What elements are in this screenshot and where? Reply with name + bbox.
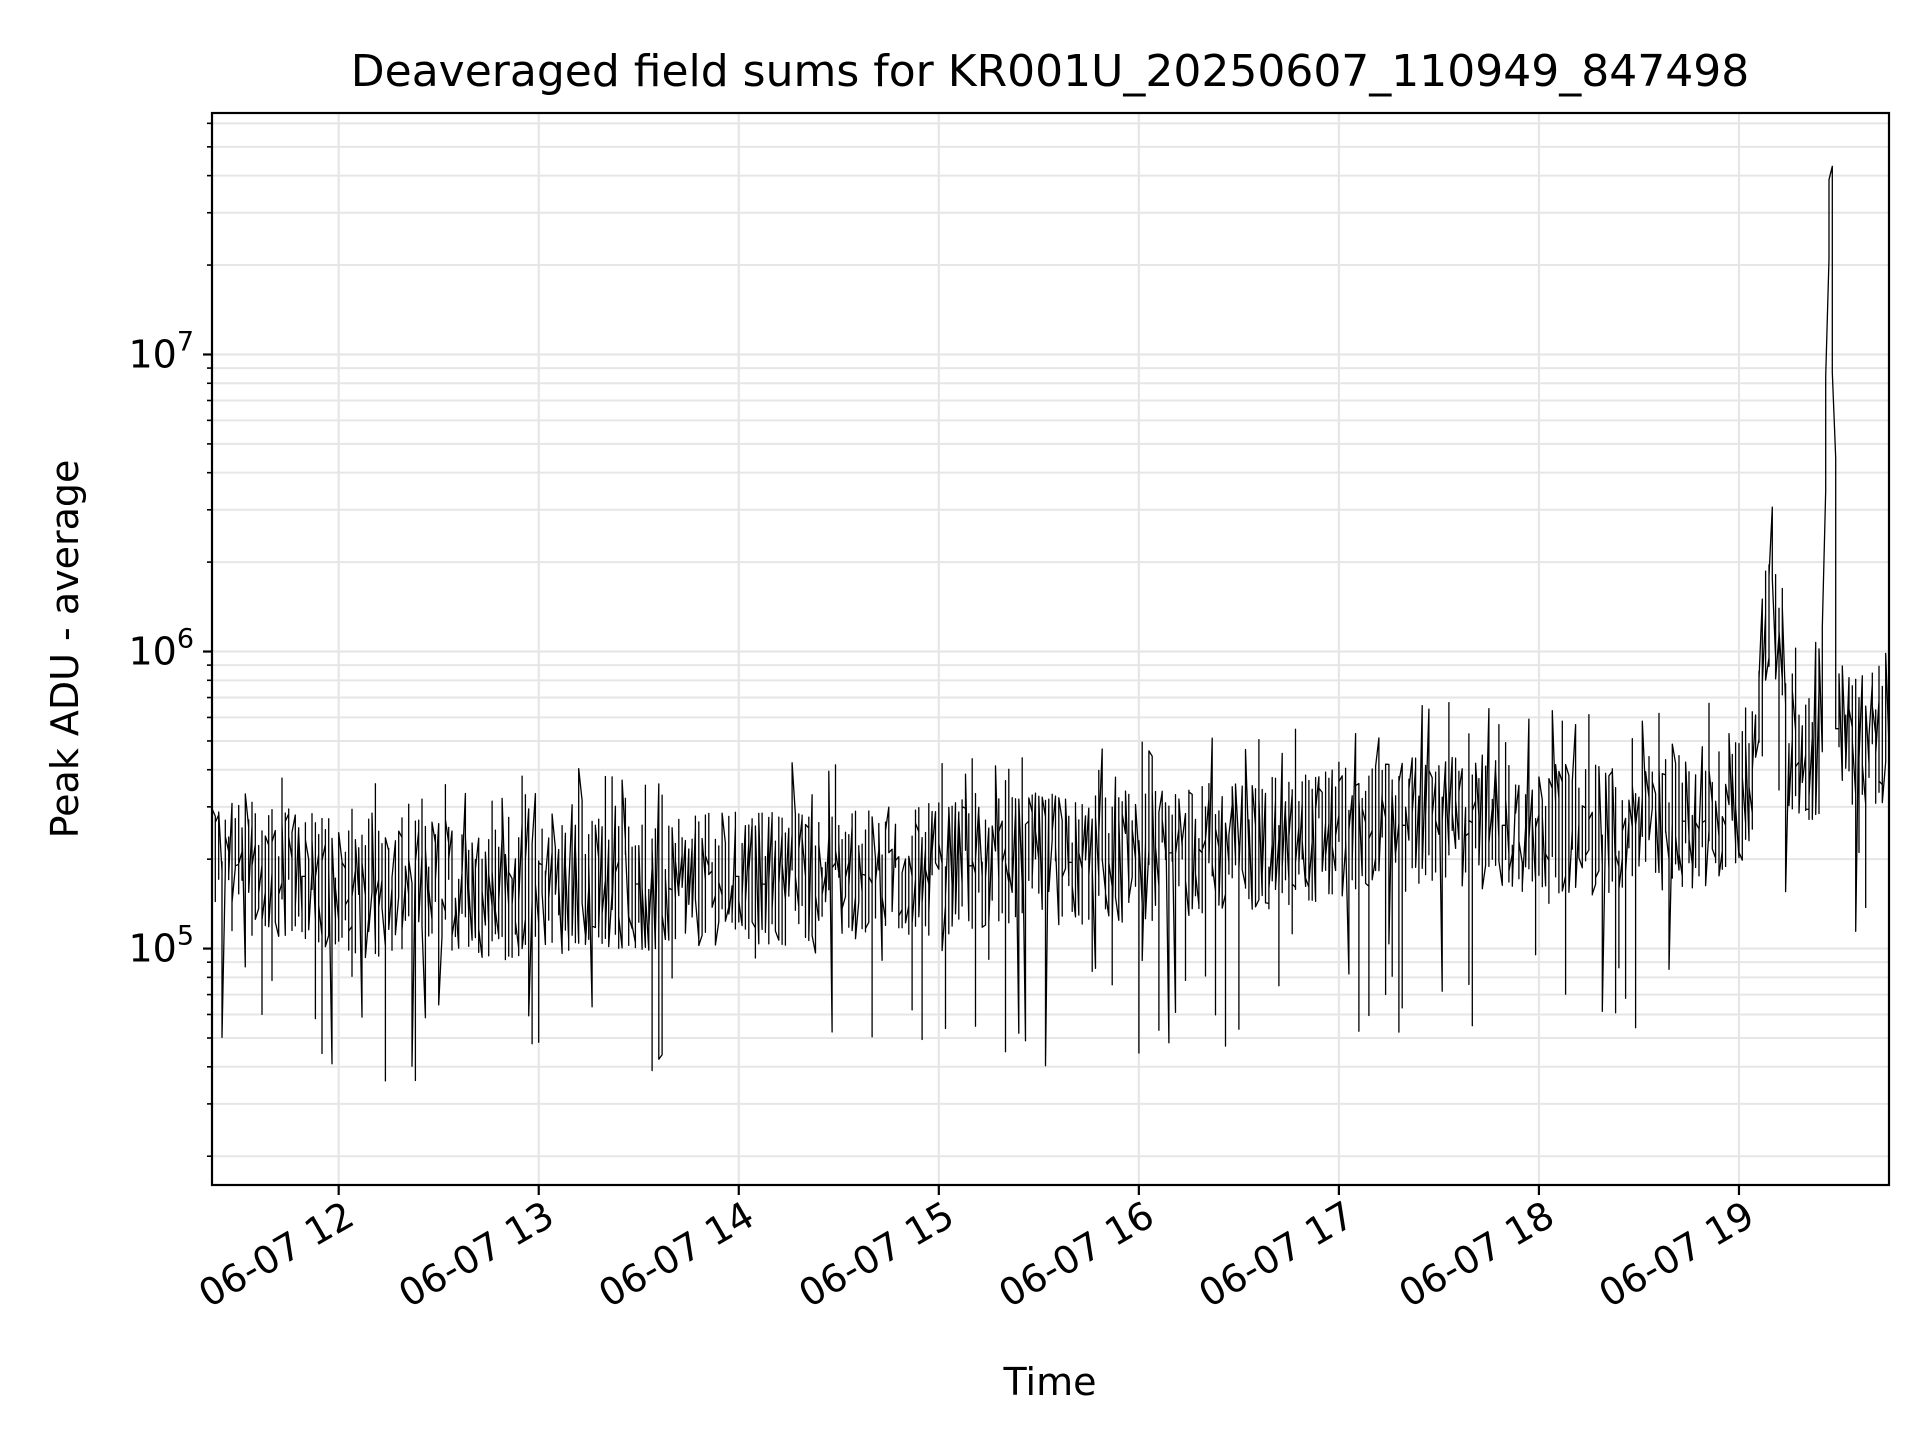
x-axis-label: Time	[1003, 1360, 1097, 1404]
plot-frame	[210, 111, 1891, 1187]
y-tick-label: 106	[128, 624, 194, 674]
series-line	[211, 165, 1890, 1082]
y-axis-label: Peak ADU - average	[43, 460, 87, 839]
y-tick-label: 107	[128, 326, 194, 376]
y-tick-label: 105	[128, 921, 194, 971]
plot-area	[211, 165, 1890, 1082]
chart-title: Deaveraged field sums for KR001U_2025060…	[351, 46, 1749, 97]
